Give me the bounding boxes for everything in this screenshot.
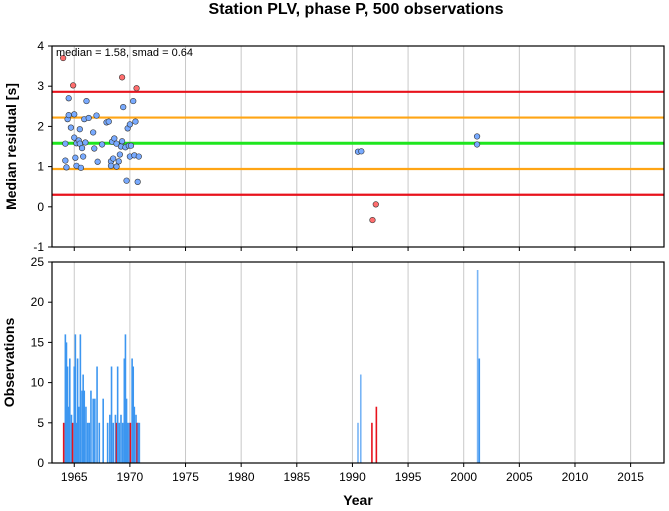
- residual-point: [111, 135, 118, 142]
- x-tick-label: 1985: [283, 470, 310, 484]
- residual-point: [98, 141, 106, 148]
- residual-point: [130, 97, 137, 105]
- residual-point: [105, 118, 112, 125]
- residual-point: [63, 164, 70, 171]
- residual-point: [126, 121, 133, 128]
- residual-point: [123, 177, 130, 184]
- residual-point: [132, 118, 139, 125]
- residual-point: [83, 97, 90, 105]
- x-tick-label: 2010: [562, 470, 589, 484]
- residual-point: [76, 126, 83, 133]
- residual-point: [85, 114, 92, 122]
- residual-point: [71, 134, 78, 141]
- residual-point: [135, 153, 142, 160]
- residual-point: [113, 140, 120, 147]
- x-tick-label: 1995: [395, 470, 422, 484]
- residual-y-axis-label: Median residual [s]: [3, 83, 19, 210]
- residual-point: [71, 111, 78, 118]
- observations-y-axis-label: Observations: [1, 318, 17, 408]
- residual-point: [120, 104, 127, 111]
- residual-point: [65, 112, 72, 119]
- observations-bars: [62, 270, 481, 463]
- y-tick-label: 0: [37, 200, 44, 214]
- residual-point: [358, 148, 365, 155]
- y-tick-label: 0: [37, 456, 44, 470]
- outlier-point: [369, 216, 376, 224]
- residual-point: [62, 140, 69, 147]
- y-tick-label: 1: [37, 160, 44, 174]
- x-tick-label: 2005: [506, 470, 533, 484]
- residual-point: [119, 138, 126, 145]
- residual-point: [72, 154, 79, 161]
- x-tick-label: 1990: [339, 470, 366, 484]
- y-tick-label: 2: [37, 119, 44, 133]
- x-tick-label: 1975: [172, 470, 199, 484]
- outlier-point: [70, 82, 77, 89]
- residual-point: [91, 145, 98, 152]
- y-tick-label: 4: [37, 39, 44, 53]
- x-tick-label: 1965: [61, 470, 88, 484]
- residual-point: [90, 129, 97, 136]
- residual-point: [473, 133, 481, 140]
- residual-point: [473, 141, 481, 148]
- residual-grid: [73, 46, 632, 247]
- residual-point: [107, 162, 115, 169]
- residual-point: [113, 163, 120, 170]
- year-x-ticks: 1965 1970 1975 1980 1985 1990 1995 2000 2005 2010…: [61, 247, 644, 484]
- residual-point: [116, 151, 123, 158]
- y-tick-label: -1: [33, 240, 44, 254]
- y-tick-label: 10: [31, 376, 45, 390]
- y-tick-label: 25: [31, 255, 45, 269]
- y-tick-label: 20: [31, 295, 45, 309]
- observations-panel: 0 5 10 15 20 25 1965 1970 1975 1980 1985 1990 1995 2…: [1, 247, 665, 508]
- outlier-point: [372, 201, 379, 208]
- residual-y-ticks: -1 0 1 2 3 4: [33, 39, 52, 254]
- residual-frame: [51, 45, 665, 248]
- y-tick-label: 5: [37, 416, 44, 430]
- x-tick-label: 1980: [228, 470, 255, 484]
- observations-y-ticks: 0 5 10 15 20 25: [31, 255, 52, 470]
- residual-point: [110, 155, 117, 162]
- y-tick-label: 15: [31, 335, 45, 349]
- residual-point: [78, 145, 86, 152]
- residual-panel: -1 0 1 2 3 4 median = 1.58, smad = 0.64 Media…: [3, 39, 665, 254]
- residual-point: [115, 158, 122, 165]
- outlier-point: [119, 74, 126, 81]
- x-tick-label: 2015: [617, 470, 644, 484]
- residual-point: [80, 153, 87, 160]
- residual-point: [67, 124, 75, 131]
- outlier-point: [60, 54, 67, 62]
- residual-points: [60, 54, 481, 224]
- x-tick-label: 1970: [117, 470, 144, 484]
- residual-reference-lines: [52, 90, 664, 196]
- stats-annotation: median = 1.58, smad = 0.64: [56, 47, 193, 59]
- residual-point: [134, 178, 141, 185]
- y-tick-label: 3: [37, 79, 44, 93]
- x-tick-label: 2000: [450, 470, 477, 484]
- residual-point: [94, 158, 101, 165]
- residual-point: [62, 157, 69, 164]
- residual-point: [93, 112, 100, 119]
- residual-point: [65, 95, 72, 102]
- year-x-axis-label: Year: [343, 492, 373, 508]
- residual-point: [77, 164, 85, 171]
- observations-frame: [51, 261, 665, 464]
- chart-title: Station PLV, phase P, 500 observations: [209, 1, 504, 18]
- observations-grid: [73, 262, 632, 463]
- outlier-point: [133, 85, 140, 92]
- residual-point: [82, 139, 89, 146]
- residual-point: [127, 142, 135, 149]
